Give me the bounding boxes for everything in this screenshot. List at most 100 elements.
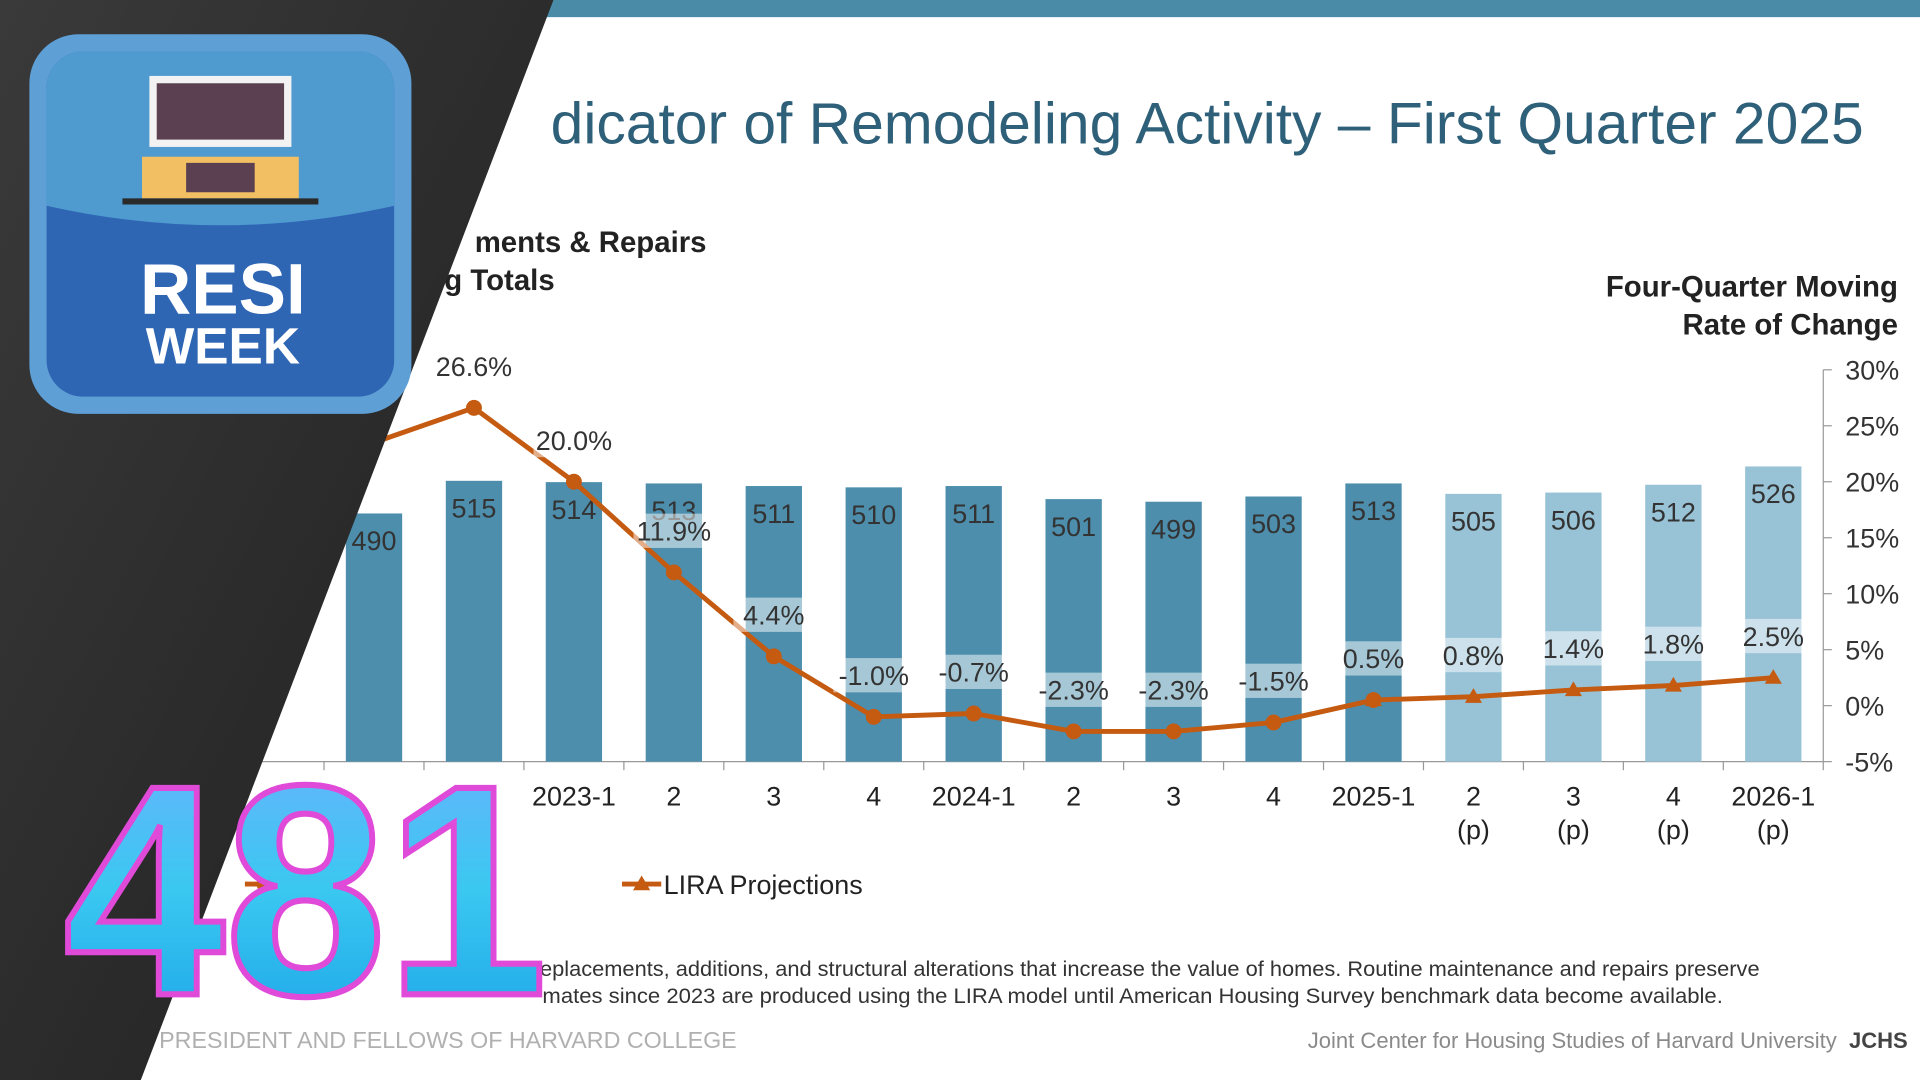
logo-text: RESI	[140, 250, 306, 329]
y2-tick-label: 25%	[1845, 412, 1899, 442]
bar	[1345, 483, 1402, 762]
x-tick-label: 2 (p)	[1457, 782, 1490, 845]
label-background	[1333, 641, 1414, 676]
label-background	[733, 597, 815, 632]
line-value-label: 20.0%	[536, 426, 612, 456]
episode-number: 481	[64, 722, 548, 1058]
bar-value-label: 506	[1551, 505, 1596, 535]
x-tick-label: 2	[267, 782, 282, 812]
line-value-label: -1.5%	[1238, 667, 1308, 697]
bar-value-label: 499	[1151, 514, 1196, 544]
marker	[1564, 681, 1582, 697]
marker	[1464, 688, 1483, 703]
label-background	[1233, 663, 1314, 698]
bar	[1045, 499, 1102, 762]
right-axis-title: Four-Quarter Moving	[1606, 270, 1898, 303]
legend-label: LIRA Projections	[664, 870, 863, 900]
line-value-label: 26.6%	[436, 352, 512, 382]
x-tick-label: 4 (p)	[1657, 782, 1690, 845]
bar-value-label: 512	[1651, 497, 1696, 527]
x-tick-label: 2023-1	[532, 782, 616, 812]
y2-tick-label: 15%	[1845, 524, 1899, 554]
line-value-label: 11.9%	[637, 517, 711, 547]
bar-value-label: 490	[352, 526, 397, 556]
tv-screen	[156, 83, 285, 140]
left-axis-title: g Totals	[444, 264, 554, 297]
label-background	[933, 654, 1015, 690]
label-background	[1732, 618, 1814, 654]
tv-stand-shelf	[186, 162, 255, 193]
bar	[1145, 501, 1202, 762]
slide-top-bar	[538, 0, 1920, 18]
left-axis-title: ments & Repairs	[475, 226, 707, 259]
footer-left: PRESIDENT AND FELLOWS OF HARVARD COLLEGE	[159, 1027, 737, 1053]
line-value-label: 4.4%	[743, 601, 804, 631]
x-tick-label: 2	[1066, 782, 1081, 812]
marker	[1664, 676, 1682, 692]
label-background	[633, 513, 715, 548]
bar-value-label: 515	[451, 494, 496, 524]
bar	[345, 513, 403, 762]
bar-value-label: 505	[1451, 507, 1496, 537]
x-tick-label: 3	[766, 782, 781, 812]
line-value-label: -2.3%	[1138, 676, 1208, 706]
marker	[1364, 691, 1383, 707]
bar-value-label: 511	[752, 499, 795, 529]
x-tick-label: 2025-1	[1332, 782, 1416, 812]
bar	[1445, 493, 1502, 762]
x-tick-label: 2026-1 (p)	[1731, 782, 1815, 845]
x-tick-label: 2024-1	[932, 782, 1016, 812]
line-value-label: 2.5%	[1743, 622, 1804, 652]
bar	[1745, 466, 1802, 762]
marker	[1165, 723, 1182, 740]
legend-marker	[633, 875, 651, 891]
marker	[1764, 669, 1782, 684]
bar	[445, 480, 503, 762]
line-value-label: -1.0%	[839, 661, 909, 691]
line-value-label: -2.3%	[1038, 676, 1108, 706]
x-tick-label: 3	[1166, 782, 1181, 812]
y2-tick-label: 20%	[1845, 468, 1899, 498]
footnote: mates since 2023 are produced using the …	[542, 985, 1722, 1008]
bar-value-label: 503	[1251, 509, 1296, 539]
marker	[465, 399, 482, 416]
marker	[565, 473, 582, 490]
x-tick-label: 4	[1266, 782, 1281, 812]
chart: 30% 25% 20% 15% 10% 5% 0% -5% 2 2023-1 2 3 4 2024-1 2 3…	[150, 349, 1899, 900]
overlay: RESI WEEK 481	[0, 0, 554, 1080]
tv-floor	[122, 198, 319, 205]
right-axis-title: Rate of Change	[1683, 308, 1898, 341]
label-background	[1532, 631, 1614, 666]
logo-text: WEEK	[146, 317, 300, 375]
slide-title: dicator of Remodeling Activity – First Q…	[551, 91, 1864, 156]
line-value-label: 1.8%	[1643, 630, 1704, 660]
marker	[1265, 714, 1282, 731]
marker	[765, 648, 782, 665]
marker	[965, 705, 982, 722]
marker	[665, 564, 682, 581]
line-value-label: -0.7%	[939, 658, 1009, 688]
x-tick-label: 4	[866, 782, 881, 812]
label-background	[1033, 672, 1115, 707]
line-value-label: 0.8%	[1443, 641, 1504, 671]
bar-value-label: 501	[1051, 512, 1096, 542]
y2-tick-label: 5%	[1845, 635, 1884, 665]
footer-right: Joint Center for Housing Studies of Harv…	[1308, 1028, 1837, 1053]
marker	[1065, 723, 1082, 740]
bar	[1645, 484, 1702, 762]
y2-tick-label: 10%	[1845, 579, 1899, 609]
label-background	[533, 422, 615, 458]
bar-value-label: 511	[952, 499, 995, 529]
label-background	[1632, 626, 1714, 662]
slide: dicator of Remodeling Activity – First Q…	[159, 91, 1908, 1053]
line-value-label: 1.4%	[1543, 634, 1604, 664]
bar	[545, 482, 603, 762]
x-tick-label: 2	[666, 782, 681, 812]
label-background	[833, 658, 915, 693]
y2-tick-label: -5%	[1845, 747, 1893, 777]
legend-marker	[256, 876, 273, 893]
y2-tick-label: 30%	[1845, 356, 1899, 386]
line-value-label: 0.5%	[1343, 644, 1404, 674]
